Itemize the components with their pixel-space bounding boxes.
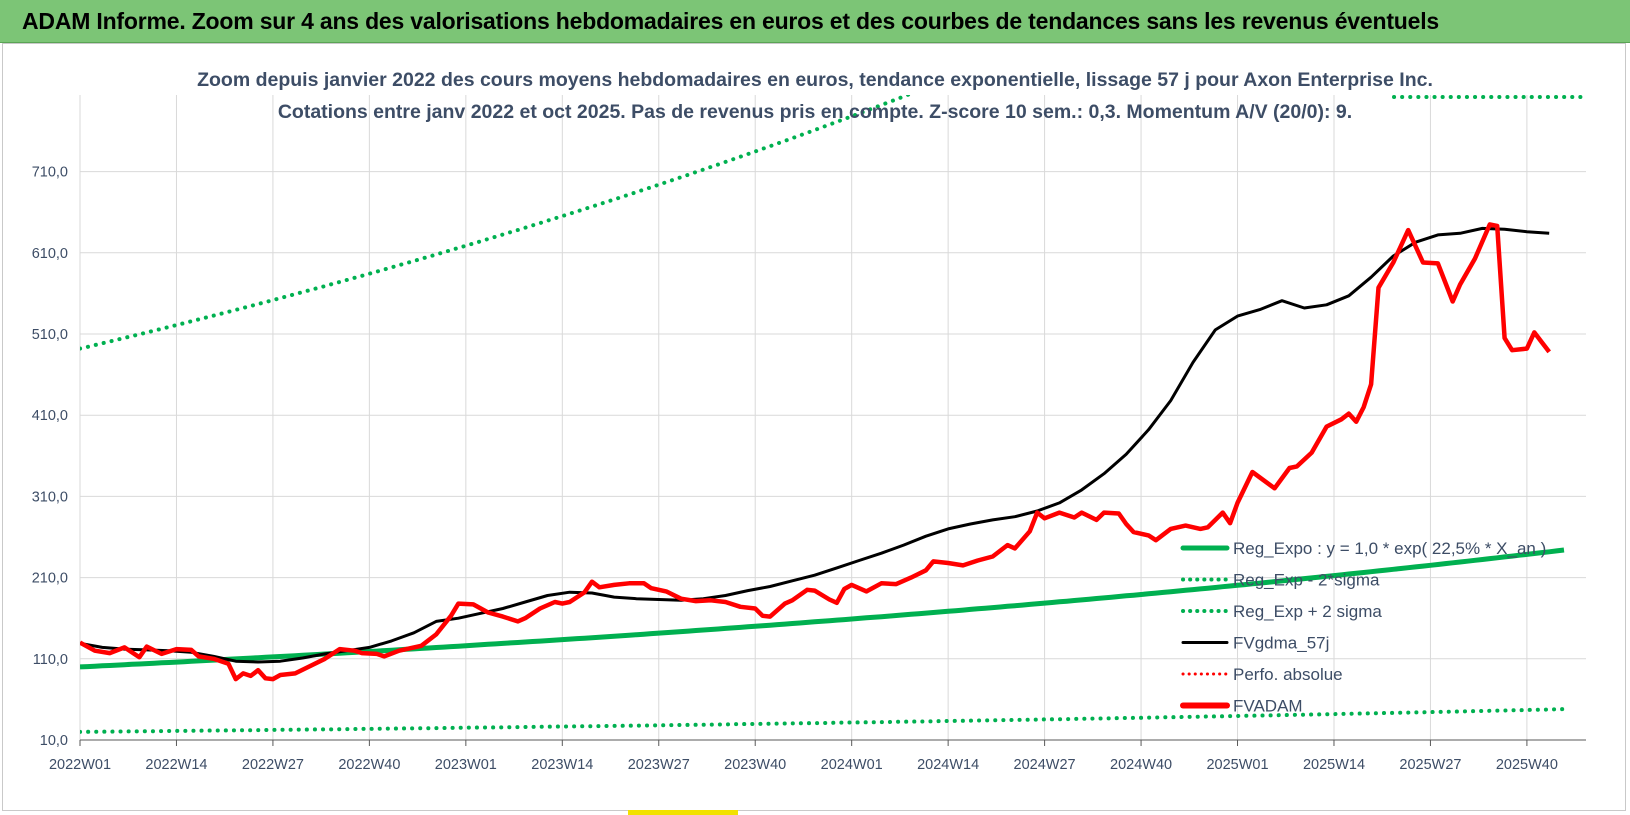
x-tick-label: 2024W27 bbox=[1014, 757, 1076, 773]
x-tick-label: 2022W40 bbox=[338, 757, 400, 773]
gridlines bbox=[79, 95, 1586, 740]
x-tick-label: 2023W27 bbox=[628, 757, 690, 773]
x-tick-label: 2024W01 bbox=[821, 757, 883, 773]
x-tick-label: 2024W40 bbox=[1110, 757, 1172, 773]
legend-label: FVgdma_57j bbox=[1233, 634, 1329, 653]
chart-title: Zoom depuis janvier 2022 des cours moyen… bbox=[197, 69, 1433, 91]
chart-frame bbox=[2, 43, 1626, 811]
series-fvadam bbox=[80, 222, 1551, 682]
report-banner: ADAM Informe. Zoom sur 4 ans des valoris… bbox=[0, 0, 1630, 43]
y-tick-label: 10,0 bbox=[40, 733, 68, 749]
y-tick-label: 610,0 bbox=[32, 246, 68, 262]
legend-label: Reg_Exp - 2*sigma bbox=[1233, 571, 1380, 590]
x-tick-label: 2025W27 bbox=[1399, 757, 1461, 773]
x-tick-label: 2022W27 bbox=[242, 757, 304, 773]
y-tick-label: 510,0 bbox=[32, 327, 68, 343]
chart-subtitle: Cotations entre janv 2022 et oct 2025. P… bbox=[278, 101, 1352, 123]
x-tick-label: 2022W14 bbox=[145, 757, 207, 773]
axes: 10,0 110,0 210,0 310,0 410,0 510,0 610,0 710,0 2… bbox=[32, 165, 1586, 773]
x-tick-label: 2023W01 bbox=[435, 757, 497, 773]
legend: Reg_Expo : y = 1,0 * exp( 22,5% * X_an )… bbox=[1180, 539, 1546, 716]
x-tick-label: 2023W14 bbox=[531, 757, 593, 773]
x-tick-label: 2025W40 bbox=[1496, 757, 1558, 773]
legend-label: Perfo. absolue bbox=[1233, 665, 1343, 684]
series-fvgdma-57j bbox=[80, 226, 1550, 664]
series-reg-exp-plus-2-sigma bbox=[80, 95, 913, 351]
y-tick-label: 710,0 bbox=[32, 165, 68, 181]
x-tick-label: 2024W14 bbox=[917, 757, 979, 773]
y-tick-label: 210,0 bbox=[32, 571, 68, 587]
report-title: ADAM Informe. Zoom sur 4 ans des valoris… bbox=[22, 8, 1440, 34]
legend-label: Reg_Exp + 2 sigma bbox=[1233, 602, 1382, 621]
series-reg-exp-minus-2-sigma bbox=[80, 707, 1566, 734]
y-tick-label: 310,0 bbox=[32, 489, 68, 505]
y-tick-label: 410,0 bbox=[32, 408, 68, 424]
legend-label: Reg_Expo : y = 1,0 * exp( 22,5% * X_an ) bbox=[1233, 539, 1546, 558]
x-tick-label: 2025W01 bbox=[1206, 757, 1268, 773]
y-tick-label: 110,0 bbox=[33, 652, 68, 668]
scrollbar[interactable] bbox=[628, 810, 738, 815]
x-tick-label: 2025W14 bbox=[1303, 757, 1365, 773]
series bbox=[80, 95, 1566, 734]
x-tick-label: 2023W40 bbox=[724, 757, 786, 773]
legend-label: FVADAM bbox=[1233, 697, 1303, 716]
x-tick-label: 2022W01 bbox=[49, 757, 111, 773]
